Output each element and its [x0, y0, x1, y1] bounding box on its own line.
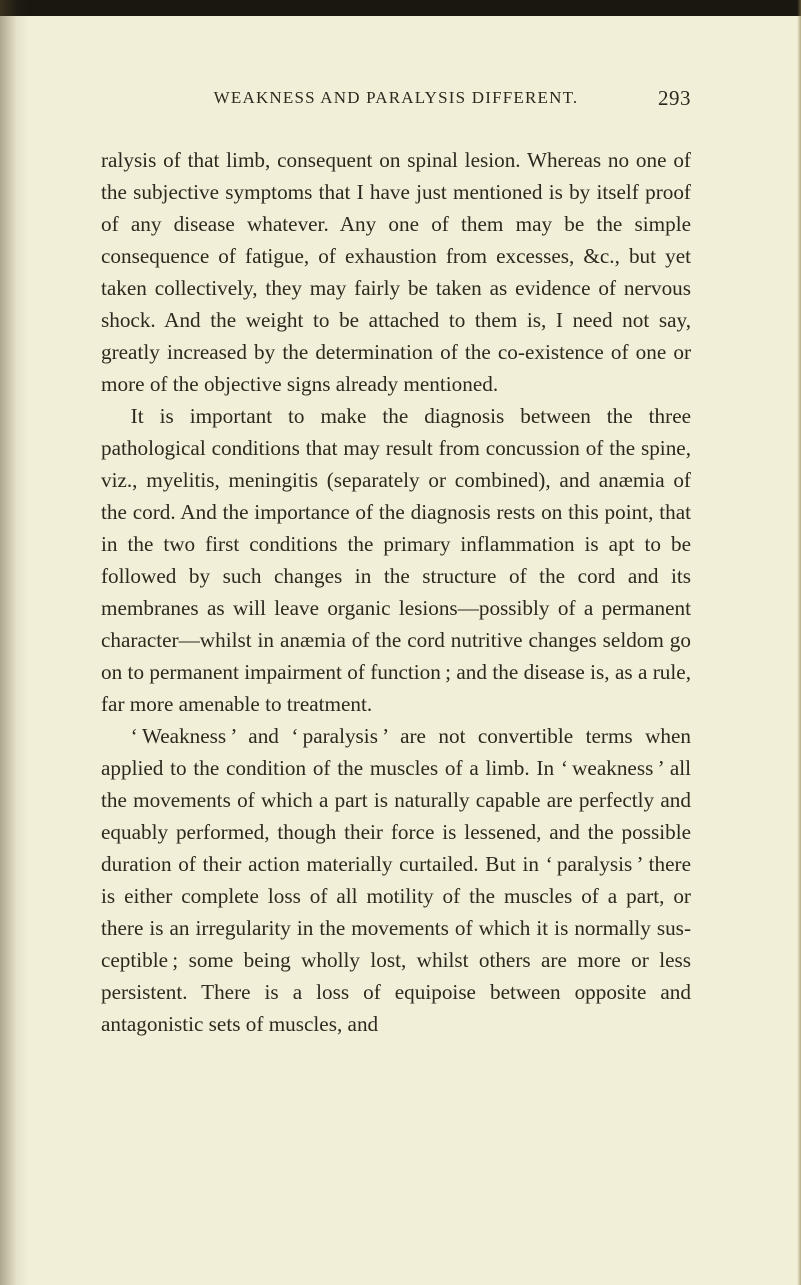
page-content: WEAKNESS AND PARALYSIS DIFFERENT. 293 ra… [101, 88, 691, 1040]
paragraph: ‘ Weakness ’ and ‘ paralysis ’ are not c… [101, 720, 691, 1040]
paragraph: ralysis of that limb, consequent on spin… [101, 144, 691, 400]
running-head: WEAKNESS AND PARALYSIS DIFFERENT. 293 [101, 88, 691, 108]
scan-top-edge [0, 0, 801, 16]
running-head-text: WEAKNESS AND PARALYSIS DIFFERENT. [214, 88, 579, 107]
scan-right-edge [797, 0, 801, 1285]
body-text: ralysis of that limb, consequent on spin… [101, 144, 691, 1040]
paragraph: It is important to make the diagnosis be… [101, 400, 691, 720]
scan-gutter-shadow [0, 0, 28, 1285]
page-number: 293 [658, 86, 691, 111]
